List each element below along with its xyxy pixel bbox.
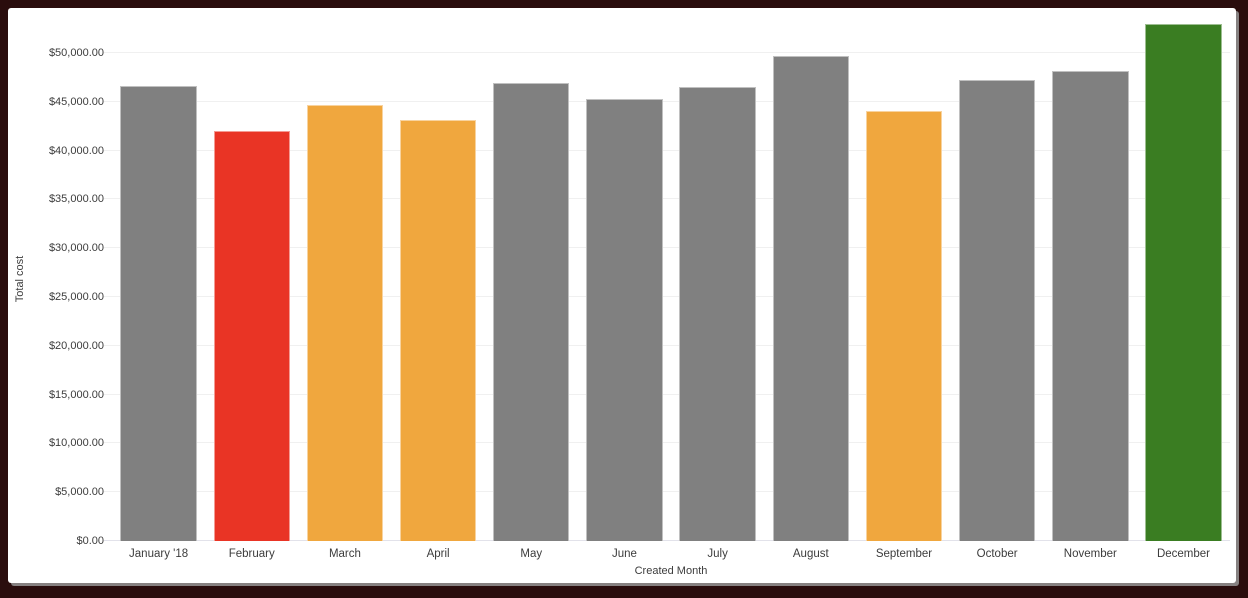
bar-band: [1044, 18, 1137, 541]
bar-december[interactable]: [1145, 23, 1222, 541]
grid-layer: [104, 18, 1230, 541]
gridline: [104, 296, 1230, 297]
gridline: [104, 344, 1230, 346]
x-tick-label: June: [611, 548, 637, 560]
y-tick-label: $5,000.00: [55, 486, 104, 499]
y-tick-label: $35,000.00: [48, 193, 104, 206]
bar-band: [205, 18, 298, 541]
gridline: [104, 393, 1230, 395]
gridline: [104, 149, 1230, 151]
gridline: [104, 198, 1230, 200]
bar-band: [298, 18, 391, 541]
x-tick-label: December: [1156, 548, 1210, 560]
x-tick-label: July: [707, 548, 728, 560]
y-tick-label: $15,000.00: [48, 388, 104, 401]
x-tick-label: May: [520, 548, 543, 560]
bar-january-18[interactable]: [120, 86, 197, 541]
bar-november[interactable]: [1052, 70, 1129, 541]
x-tick-label: September: [875, 548, 933, 560]
x-tick-label: February: [228, 548, 275, 560]
bar-september[interactable]: [865, 110, 943, 541]
bars-layer: [112, 18, 1230, 541]
gridline: [104, 442, 1230, 444]
gridline: [104, 247, 1230, 249]
bar-band: [764, 18, 857, 541]
bar-band: [392, 18, 485, 541]
y-tick-label: $25,000.00: [48, 291, 104, 303]
y-tick-label: $40,000.00: [48, 144, 104, 157]
x-axis-tick-labels: January '18 February March April May June July…: [112, 547, 1230, 561]
bar-band: [671, 18, 764, 541]
gridline: [104, 491, 1230, 493]
x-axis-title: Created Month: [634, 565, 708, 577]
x-tick-label: March: [328, 548, 361, 560]
y-tick-label: $10,000.00: [48, 437, 104, 450]
bar-february[interactable]: [213, 131, 290, 541]
bar-band: [951, 18, 1044, 541]
bar-band: [857, 18, 950, 541]
bar-may[interactable]: [493, 83, 570, 541]
x-axis-baseline: [104, 540, 1230, 541]
bar-june[interactable]: [586, 98, 663, 541]
chart-card: Total cost January '18 February March April…: [8, 8, 1236, 583]
x-tick-label: October: [976, 548, 1018, 560]
bar-october[interactable]: [958, 80, 1036, 541]
gridline: [104, 100, 1230, 102]
bar-band: [1137, 18, 1230, 541]
x-tick-label: August: [792, 548, 829, 560]
bar-august[interactable]: [772, 55, 849, 541]
bar-april[interactable]: [399, 120, 477, 541]
bar-july[interactable]: [679, 87, 756, 541]
x-tick-label: November: [1063, 548, 1117, 560]
x-tick-label: April: [426, 548, 450, 560]
bar-band: [112, 18, 205, 541]
plot-area: [104, 18, 1230, 541]
bar-march[interactable]: [306, 104, 384, 541]
bar-band: [485, 18, 578, 541]
y-tick-label: $30,000.00: [48, 242, 104, 255]
y-tick-label: $50,000.00: [48, 47, 104, 59]
y-tick-label: $0.00: [76, 535, 104, 547]
bar-band: [578, 18, 671, 541]
gridline: [104, 52, 1230, 53]
y-tick-label: $20,000.00: [48, 339, 104, 352]
y-tick-label: $45,000.00: [48, 95, 104, 108]
x-tick-label: January '18: [129, 548, 189, 560]
